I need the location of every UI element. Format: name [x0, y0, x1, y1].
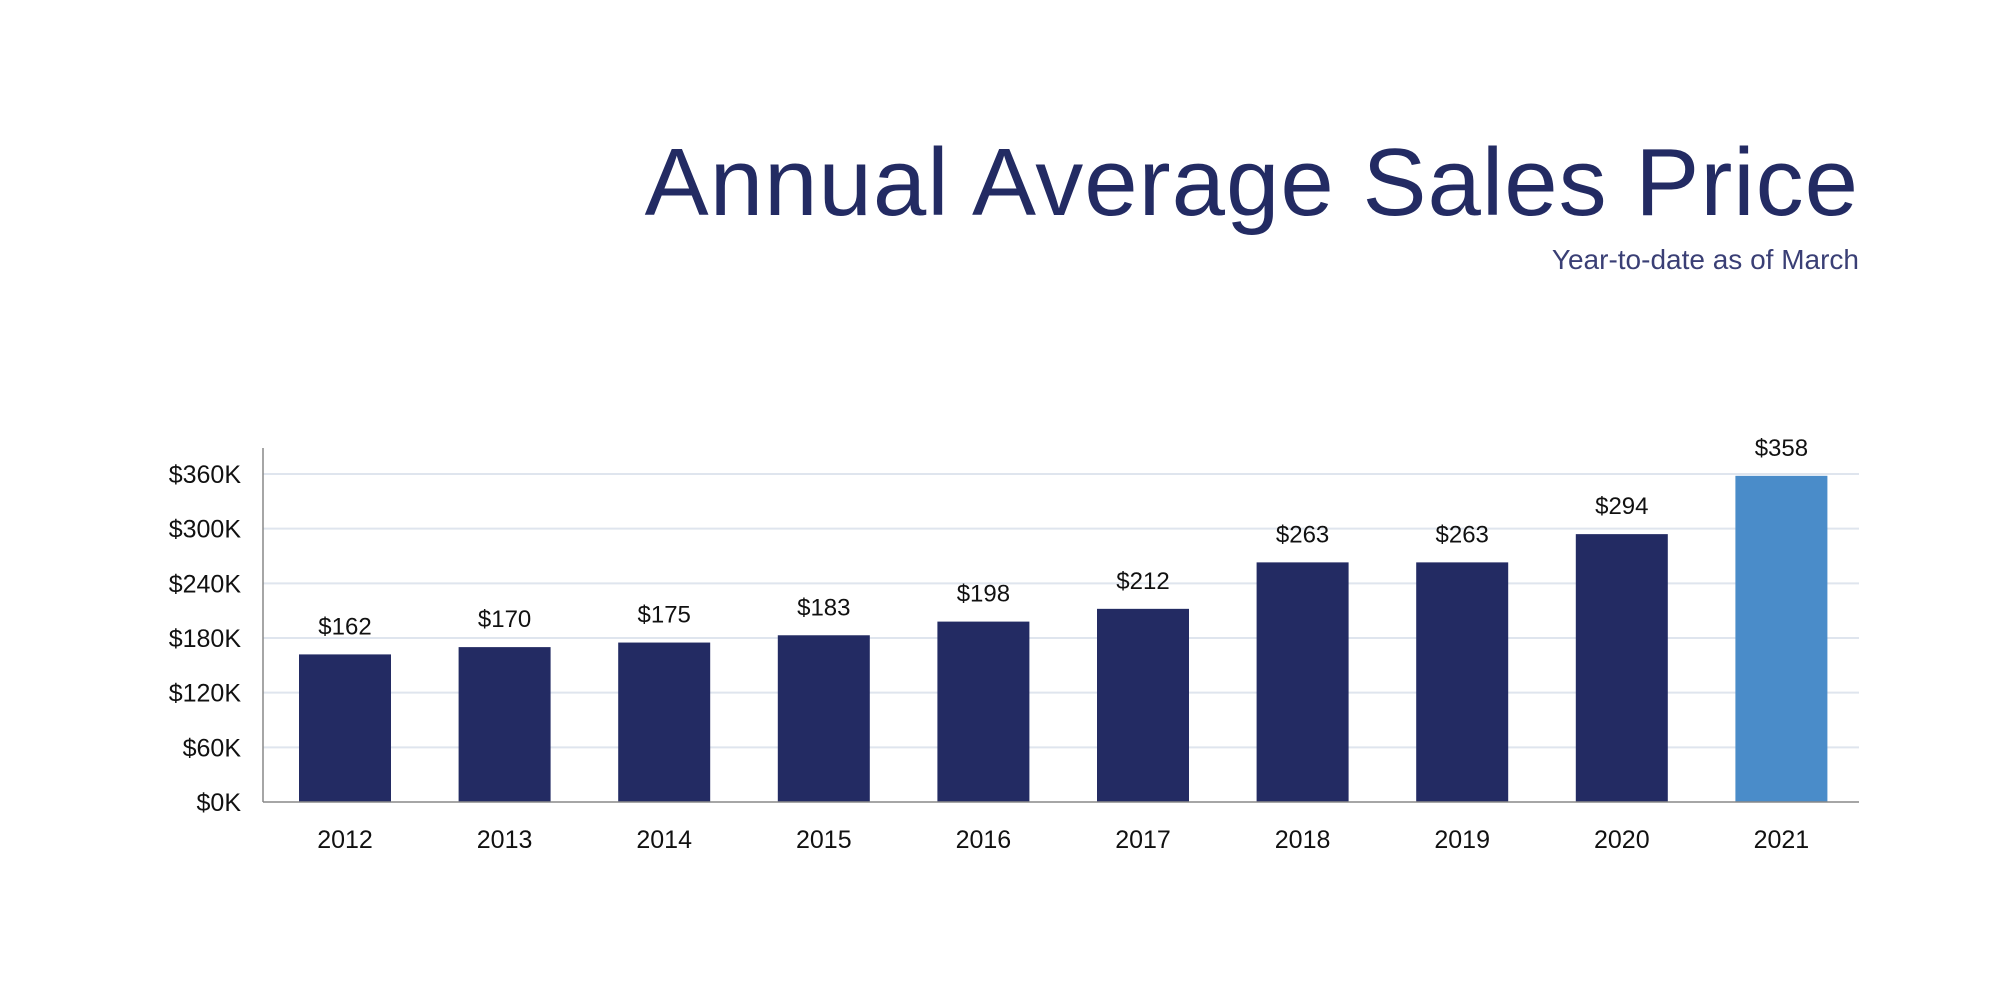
chart-subtitle: Year-to-date as of March — [1551, 244, 1859, 275]
y-tick-label: $180K — [169, 625, 242, 653]
bar-2018 — [1256, 562, 1349, 802]
bar-2020 — [1575, 534, 1668, 802]
bar-2015 — [777, 635, 870, 802]
data-label-2013: $170 — [478, 606, 531, 633]
chart-title: Annual Average Sales Price — [644, 129, 1859, 236]
x-tick-label: 2012 — [317, 826, 373, 854]
x-tick-label: 2017 — [1115, 826, 1171, 854]
x-tick-label: 2018 — [1275, 826, 1331, 854]
data-label-2019: $263 — [1436, 521, 1489, 548]
x-tick-label: 2019 — [1434, 826, 1490, 854]
bar-2019 — [1416, 562, 1509, 802]
data-label-2012: $162 — [318, 613, 371, 640]
x-tick-label: 2013 — [477, 826, 533, 854]
x-tick-label: 2020 — [1594, 826, 1650, 854]
bar-2016 — [937, 621, 1030, 802]
y-tick-label: $120K — [169, 680, 242, 708]
y-tick-label: $360K — [169, 461, 242, 489]
bar-2014 — [618, 642, 711, 802]
data-label-2017: $212 — [1116, 568, 1169, 595]
data-label-2020: $294 — [1595, 493, 1648, 520]
data-label-2014: $175 — [638, 602, 691, 629]
x-tick-label: 2021 — [1754, 826, 1810, 854]
data-label-2016: $198 — [957, 581, 1010, 608]
data-label-2015: $183 — [797, 594, 850, 621]
y-tick-label: $300K — [169, 516, 242, 544]
x-tick-label: 2015 — [796, 826, 852, 854]
bar-2017 — [1097, 608, 1189, 802]
y-tick-label: $60K — [183, 734, 242, 762]
bar-2012 — [299, 654, 391, 802]
y-tick-label: $0K — [197, 789, 242, 817]
x-tick-label: 2014 — [636, 826, 692, 854]
bar-2013 — [458, 647, 551, 802]
bar-2021 — [1735, 475, 1828, 802]
data-label-2021: $358 — [1755, 435, 1808, 462]
y-tick-label: $240K — [169, 570, 242, 598]
data-label-2018: $263 — [1276, 521, 1329, 548]
x-tick-label: 2016 — [956, 826, 1012, 854]
